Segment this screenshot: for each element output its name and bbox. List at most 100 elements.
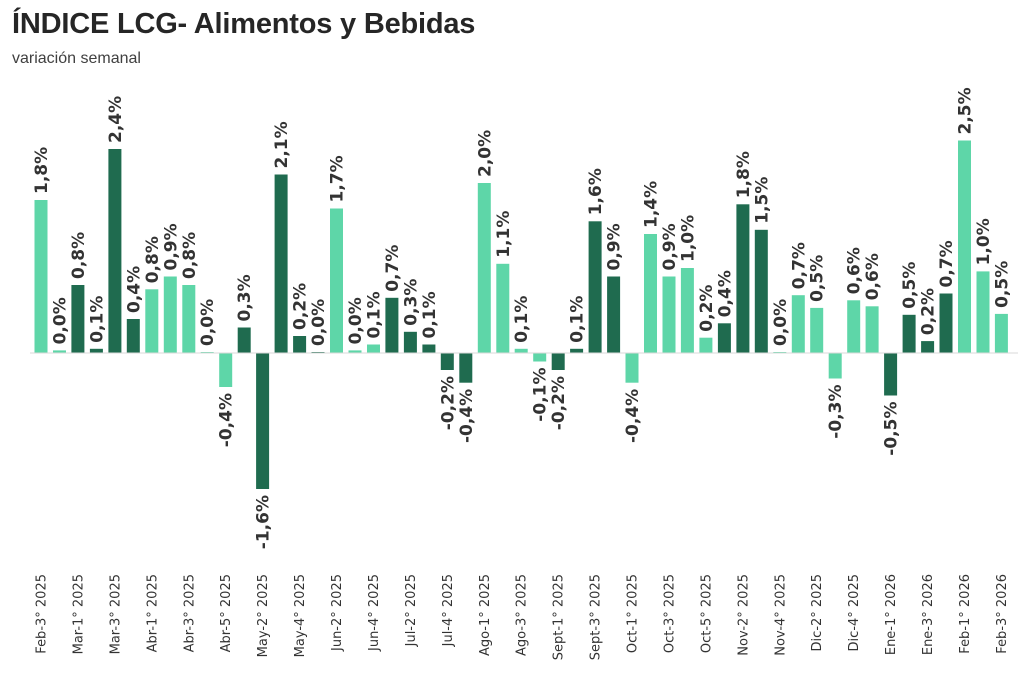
bar [256,353,270,489]
bar-value-label: 1,8% [32,147,52,194]
bar [237,327,251,353]
bar-value-label: 0,8% [143,236,163,283]
bar [625,353,639,383]
bar [219,353,233,387]
bar-value-label: 1,0% [974,218,994,265]
x-tick-label: Jun-4° 2025 [367,574,382,652]
bar-value-label: 0,9% [161,223,181,270]
bar-value-label: 1,4% [642,181,662,228]
bar [921,341,935,353]
bar-value-label: 0,4% [715,270,735,317]
bar-value-label: 0,3% [401,279,421,326]
bar-value-label: 1,6% [586,168,606,215]
x-tick-label: Sept-3° 2025 [589,574,604,660]
x-tick-label: Abr-1° 2025 [145,574,160,652]
bar [89,348,103,354]
bar-value-label: 2,4% [106,96,126,143]
bar-value-label: 0,6% [845,247,865,294]
bar-value-label: -0,2% [549,376,569,430]
bar-value-label: 0,9% [605,223,625,270]
bar-value-label: 0,5% [808,255,828,302]
bar-value-label: 0,7% [937,240,957,287]
bar [828,353,842,379]
bar [902,314,916,354]
bar [422,344,436,353]
bar-value-label: 1,8% [734,151,754,198]
chart-title: ÍNDICE LCG- Alimentos y Bebidas [12,8,476,40]
bar [385,297,399,354]
x-tick-labels-group: Feb-3° 2025 Mar-1° 2025 Mar-3° 2025 Abr-1° … [35,574,1010,660]
x-tick-label: Jul-4° 2025 [441,574,456,647]
x-tick-label: Mar-3° 2025 [108,574,123,654]
bar [865,306,879,354]
bar [496,263,510,354]
bar [53,350,66,353]
bar-value-label: -0,4% [217,393,237,447]
bar [126,319,140,353]
bar-value-label: 1,1% [494,211,514,258]
bar [163,276,177,353]
bar-value-label: -0,3% [826,385,846,439]
bar-value-label: -0,4% [623,389,643,443]
bar-value-label: 0,0% [771,299,791,346]
bar-value-label: 0,0% [51,297,71,344]
bar-value-label: -1,6% [254,495,274,549]
x-tick-label: Feb-1° 2026 [958,574,973,654]
bar [367,344,380,353]
bar [145,289,159,354]
chart-subtitle: variación semanal [12,50,141,67]
x-tick-label: Abr-5° 2025 [219,574,234,652]
bar-value-label: 2,5% [956,87,976,134]
bar-value-label: 2,0% [475,130,495,177]
x-tick-label: May-2° 2025 [256,574,271,657]
x-tick-label: Mar-1° 2025 [71,574,86,654]
bar-value-label: 0,1% [365,291,385,338]
x-tick-label: Abr-3° 2025 [182,574,197,652]
bar-value-label: 0,6% [863,253,883,300]
bar-value-label: 1,0% [678,215,698,262]
bar-value-label: 0,0% [346,297,366,344]
bar [551,353,565,370]
bar [810,307,824,353]
bar [958,140,971,353]
bar [71,285,85,353]
bar [791,295,805,353]
bar [976,271,990,353]
x-tick-label: Oct-5° 2025 [699,574,714,653]
x-tick-label: Feb-3° 2025 [35,574,50,654]
x-tick-label: Dic-2° 2025 [810,574,825,651]
bar [403,331,417,354]
x-tick-label: Oct-3° 2025 [663,574,678,653]
bar [440,353,454,370]
bar-value-label: -0,4% [457,389,477,443]
x-tick-label: Ago-3° 2025 [515,574,530,656]
bar [182,285,196,353]
bar-value-label: 0,2% [291,283,311,330]
bar [939,293,953,353]
bar [736,204,750,354]
bar [994,313,1008,353]
bar [607,276,621,353]
bars-group [34,140,1008,489]
bar [644,234,657,353]
bar [588,221,602,354]
bar [459,353,473,383]
bar-value-label: 0,0% [309,299,329,346]
bar-value-label: 0,5% [900,262,920,309]
bar-value-label: 0,0% [198,299,218,346]
bar [34,200,48,353]
x-tick-label: May-4° 2025 [293,574,308,657]
bar-value-label: -0,5% [882,402,902,456]
bar [699,337,713,353]
x-tick-label: Sept-1° 2025 [552,574,567,660]
bar-value-label: 0,2% [919,288,939,335]
x-tick-label: Ago-1° 2025 [478,574,493,656]
bar-value-label: 0,2% [697,285,717,332]
bar-value-label: 0,9% [660,223,680,270]
bar-value-label: 1,7% [328,155,348,202]
x-tick-label: Oct-1° 2025 [626,574,641,653]
bar-value-label: 0,1% [87,296,107,343]
bar-value-label: 0,7% [789,242,809,289]
bar-value-label: 0,1% [568,296,588,343]
